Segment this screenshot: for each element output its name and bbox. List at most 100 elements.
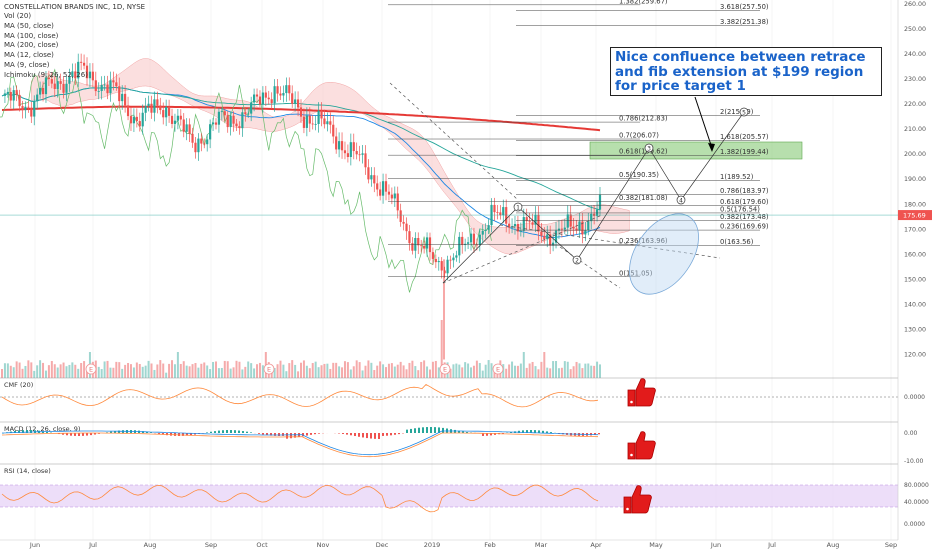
macd-histogram-bar bbox=[306, 433, 308, 436]
candle-body bbox=[396, 193, 399, 211]
candle-body bbox=[244, 112, 247, 115]
macd-histogram-bar bbox=[542, 430, 544, 433]
candle-body bbox=[103, 84, 106, 86]
macd-histogram-bar bbox=[550, 432, 552, 433]
candle-body bbox=[44, 77, 48, 95]
candle-body bbox=[6, 91, 9, 94]
candle-body bbox=[434, 258, 437, 263]
candle-body bbox=[267, 97, 270, 100]
candle-body bbox=[77, 61, 80, 79]
macd-histogram-bar bbox=[386, 433, 388, 436]
panel-tick-label: -10.00 bbox=[904, 458, 924, 465]
volume-bar bbox=[18, 362, 21, 378]
volume-bar bbox=[475, 360, 478, 378]
macd-histogram-bar bbox=[318, 433, 320, 434]
candle-body bbox=[423, 245, 426, 249]
candle-body bbox=[340, 141, 344, 151]
candle-body bbox=[71, 71, 74, 77]
macd-histogram-bar bbox=[162, 433, 164, 435]
candle-body bbox=[209, 124, 212, 140]
candle-body bbox=[475, 244, 478, 246]
candle-body bbox=[551, 242, 555, 246]
volume-bar bbox=[65, 366, 68, 378]
candle-body bbox=[543, 235, 546, 240]
volume-bar bbox=[502, 364, 505, 378]
rsi-line bbox=[1, 484, 599, 513]
volume-bar bbox=[575, 361, 578, 378]
panel-tick-label: 0.00 bbox=[904, 430, 918, 437]
candle-body bbox=[496, 212, 499, 213]
candle-body bbox=[211, 122, 215, 125]
candle-body bbox=[247, 113, 250, 115]
macd-histogram-bar bbox=[466, 431, 468, 433]
candle-body bbox=[53, 83, 56, 89]
candle-body bbox=[469, 233, 473, 243]
volume-bar bbox=[106, 360, 109, 378]
panel-title: CMF (20) bbox=[4, 381, 33, 389]
volume-bar bbox=[132, 367, 135, 378]
candle-body bbox=[440, 261, 443, 271]
candle-body bbox=[100, 84, 103, 91]
volume-bar bbox=[516, 365, 519, 378]
callout-arrow bbox=[694, 96, 713, 149]
volume-bar bbox=[373, 370, 376, 378]
candle-body bbox=[379, 189, 382, 196]
candle-body bbox=[179, 115, 182, 120]
macd-histogram-bar bbox=[438, 427, 440, 433]
fib-retracement-label: 0.382(181.08) bbox=[619, 194, 668, 202]
candle-body bbox=[109, 80, 112, 94]
volume-bar bbox=[352, 366, 355, 378]
candle-body bbox=[572, 226, 575, 229]
macd-histogram-bar bbox=[366, 433, 368, 439]
thumbs-up-icon bbox=[620, 482, 654, 516]
candle-body bbox=[361, 153, 364, 155]
wave-label: 3 bbox=[647, 145, 651, 152]
candle-body bbox=[393, 193, 396, 199]
volume-bar bbox=[458, 364, 461, 378]
macd-histogram-bar bbox=[378, 433, 380, 439]
fib-retracement-label: 0.618(199.62) bbox=[619, 148, 668, 156]
candle-body bbox=[452, 257, 455, 261]
macd-histogram-bar bbox=[262, 433, 264, 435]
volume-bar bbox=[387, 363, 390, 378]
fib-extension-label: 1.382(199.44) bbox=[720, 148, 769, 156]
volume-bar bbox=[320, 365, 323, 378]
candle-body bbox=[472, 233, 476, 245]
volume-bar bbox=[3, 363, 6, 378]
macd-histogram-bar bbox=[82, 433, 84, 436]
target-zone bbox=[589, 141, 803, 160]
candle-body bbox=[537, 214, 540, 232]
candle-body bbox=[91, 71, 94, 81]
macd-histogram-bar bbox=[30, 430, 32, 433]
macd-histogram-bar bbox=[354, 433, 356, 437]
volume-bar bbox=[300, 362, 302, 378]
candle-body bbox=[21, 106, 24, 111]
volume-bar bbox=[168, 363, 171, 378]
y-tick-label: 120.00 bbox=[904, 351, 926, 358]
candle-body bbox=[311, 123, 314, 125]
volume-bar bbox=[311, 363, 314, 378]
candle-body bbox=[502, 207, 505, 216]
volume-bar bbox=[83, 361, 86, 378]
volume-bar bbox=[563, 361, 566, 378]
y-tick-label: 240.00 bbox=[904, 51, 926, 58]
candle-body bbox=[194, 142, 197, 153]
candle-body bbox=[493, 204, 496, 213]
candle-body bbox=[458, 236, 461, 256]
macd-histogram-bar bbox=[534, 430, 536, 433]
candle-body bbox=[399, 210, 402, 222]
volume-bar bbox=[127, 363, 130, 378]
volume-bar bbox=[493, 372, 496, 378]
volume-bar bbox=[256, 364, 259, 378]
macd-histogram-bar bbox=[430, 427, 432, 433]
indicator-label: MA (9, close) bbox=[4, 61, 50, 69]
candle-body bbox=[367, 167, 370, 180]
wave-marker bbox=[513, 202, 523, 212]
candle-body bbox=[56, 81, 59, 89]
volume-bar bbox=[112, 367, 115, 378]
fib-extension-label: 3.618(257.50) bbox=[720, 3, 769, 11]
volume-bar bbox=[449, 368, 452, 378]
volume-bar bbox=[399, 361, 402, 378]
